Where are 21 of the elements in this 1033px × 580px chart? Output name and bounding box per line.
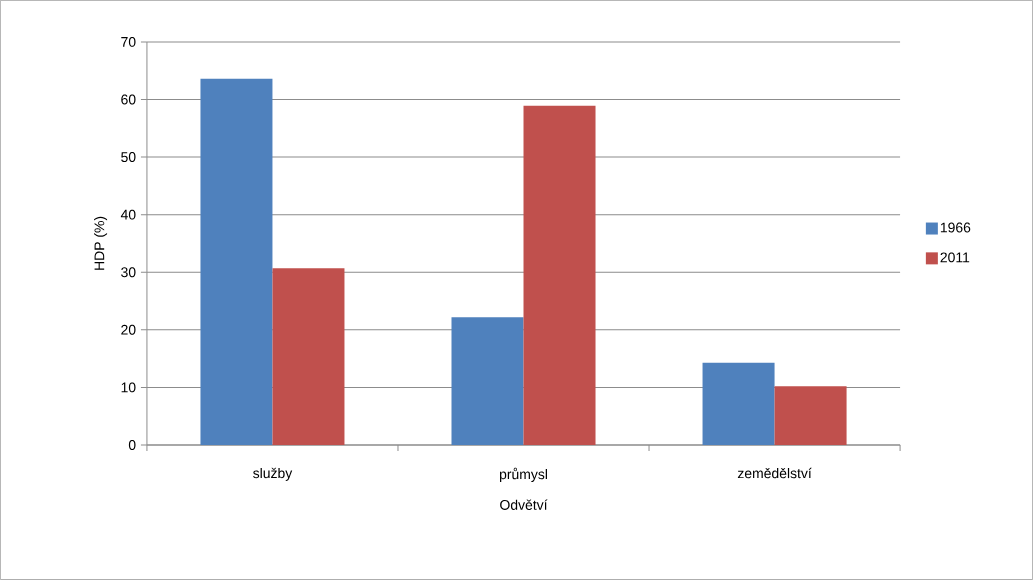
y-tick-label: 20 [121,324,136,335]
bar [774,386,847,446]
y-tick-label: 40 [120,209,136,220]
x-tick-label: zemědělství [737,467,812,479]
x-axis-title: Odvětví [500,499,548,510]
y-tick-label: 50 [121,152,136,163]
y-axis-title: HDP (%) [94,216,108,270]
bar [272,268,345,446]
bar [702,362,775,446]
legend-label: 1966 [940,222,971,233]
bar [200,78,273,446]
x-tick-label: služby [253,467,293,481]
y-tick-label: 0 [128,440,136,450]
y-tick-label: 30 [121,267,136,278]
y-tick-label: 70 [121,37,136,47]
legend-label: 2011 [940,252,970,263]
y-tick-label: 60 [121,94,136,105]
bar [523,105,596,446]
y-tick-label: 10 [121,382,136,393]
x-tick-label: průmysl [500,467,547,483]
bar [451,317,524,446]
